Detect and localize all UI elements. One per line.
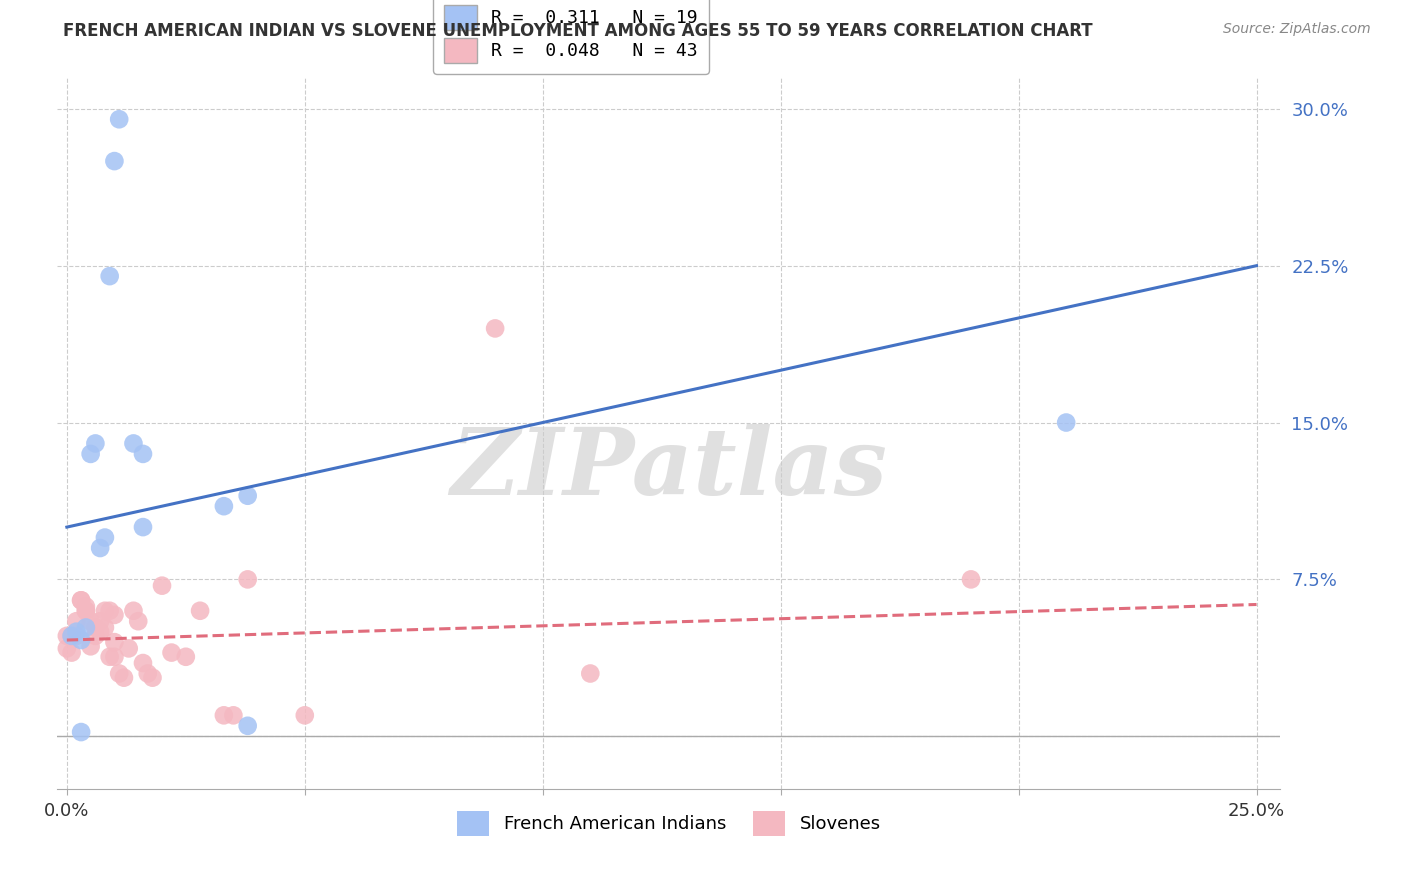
- Point: [65, 624, 87, 639]
- Point: [222, 708, 245, 723]
- Point: [108, 666, 131, 681]
- Point: [579, 666, 602, 681]
- Point: [94, 531, 117, 545]
- Point: [60, 646, 83, 660]
- Point: [89, 541, 111, 555]
- Point: [84, 620, 107, 634]
- Point: [103, 635, 125, 649]
- Point: [236, 573, 259, 587]
- Point: [132, 447, 155, 461]
- Point: [132, 656, 155, 670]
- Point: [79, 447, 101, 461]
- Point: [141, 671, 163, 685]
- Point: [127, 614, 149, 628]
- Point: [89, 614, 111, 628]
- Point: [212, 499, 235, 513]
- Text: ZIPatlas: ZIPatlas: [450, 424, 887, 514]
- Point: [70, 633, 93, 648]
- Point: [84, 629, 107, 643]
- Point: [484, 321, 506, 335]
- Point: [75, 604, 97, 618]
- Point: [56, 641, 79, 656]
- Point: [112, 671, 135, 685]
- Point: [150, 579, 173, 593]
- Point: [65, 614, 87, 628]
- Point: [60, 629, 83, 643]
- Point: [98, 649, 121, 664]
- Text: Source: ZipAtlas.com: Source: ZipAtlas.com: [1223, 22, 1371, 37]
- Point: [79, 640, 101, 654]
- Point: [118, 641, 141, 656]
- Point: [188, 604, 211, 618]
- Point: [75, 604, 97, 618]
- Point: [65, 629, 87, 643]
- Point: [94, 604, 117, 618]
- Point: [60, 629, 83, 643]
- Point: [236, 719, 259, 733]
- Legend: French American Indians, Slovenes: French American Indians, Slovenes: [450, 804, 889, 844]
- Point: [174, 649, 197, 664]
- Point: [98, 269, 121, 284]
- Point: [108, 112, 131, 127]
- Point: [89, 624, 111, 639]
- Point: [103, 649, 125, 664]
- Point: [160, 646, 183, 660]
- Point: [294, 708, 316, 723]
- Point: [98, 604, 121, 618]
- Point: [122, 436, 145, 450]
- Point: [236, 489, 259, 503]
- Point: [56, 629, 79, 643]
- Point: [70, 593, 93, 607]
- Point: [94, 620, 117, 634]
- Point: [75, 620, 97, 634]
- Point: [75, 599, 97, 614]
- Point: [136, 666, 159, 681]
- Point: [70, 593, 93, 607]
- Point: [132, 520, 155, 534]
- Point: [70, 725, 93, 739]
- Point: [122, 604, 145, 618]
- Point: [1054, 416, 1077, 430]
- Point: [103, 607, 125, 622]
- Point: [960, 573, 983, 587]
- Point: [84, 436, 107, 450]
- Point: [79, 614, 101, 628]
- Text: FRENCH AMERICAN INDIAN VS SLOVENE UNEMPLOYMENT AMONG AGES 55 TO 59 YEARS CORRELA: FRENCH AMERICAN INDIAN VS SLOVENE UNEMPL…: [63, 22, 1092, 40]
- Point: [103, 154, 125, 169]
- Point: [212, 708, 235, 723]
